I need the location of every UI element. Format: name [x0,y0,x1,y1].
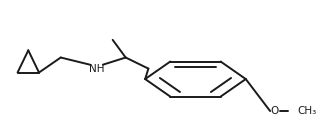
Text: CH₃: CH₃ [298,106,317,116]
Text: NH: NH [89,64,104,74]
Text: O: O [271,106,279,116]
